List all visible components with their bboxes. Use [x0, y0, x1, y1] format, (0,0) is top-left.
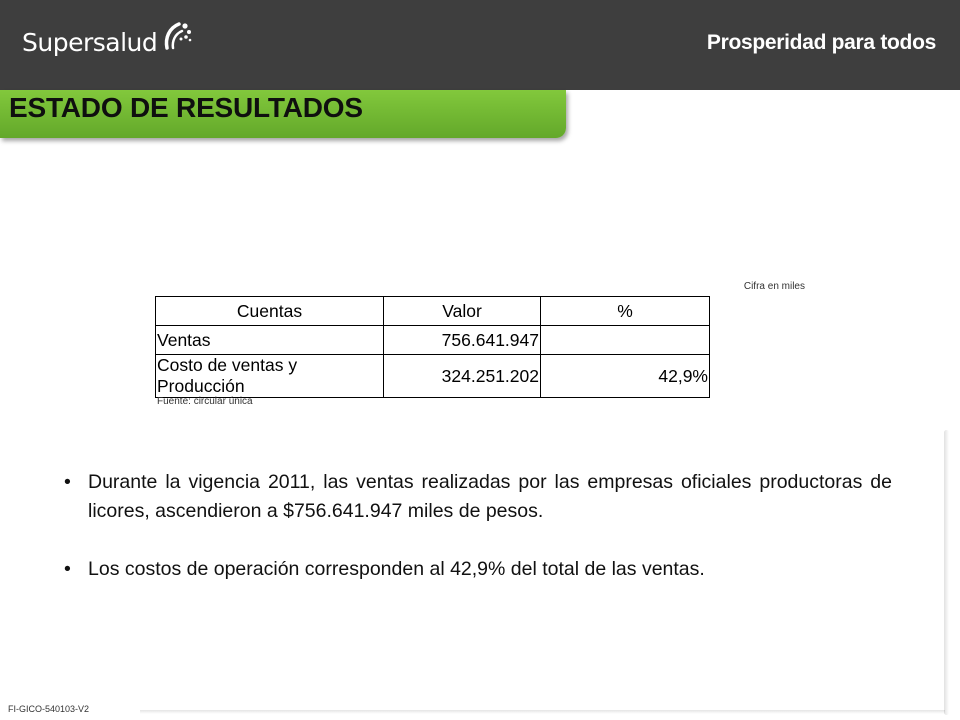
header-bar: Supersalud Prosperidad para todos [0, 0, 960, 90]
table-cell: Costo de ventas y Producción [155, 354, 384, 398]
bullet-dot-icon: • [64, 558, 71, 580]
table-row: Costo de ventas y Producción 324.251.202… [155, 354, 710, 398]
bullet-text: Los costos de operación corresponden al … [88, 558, 705, 580]
page-title: ESTADO DE RESULTADOS [9, 92, 363, 123]
bullet-list: • Durante la vigencia 2011, las ventas r… [62, 468, 892, 584]
list-item: • Los costos de operación corresponden a… [62, 555, 892, 584]
logo-text: Supersalud [22, 28, 158, 57]
supersalud-logo: Supersalud [22, 21, 193, 57]
table-cell: 42,9% [540, 354, 710, 398]
header-percent: % [540, 296, 710, 326]
table-cell [540, 325, 710, 355]
table-cell: Ventas [155, 325, 384, 355]
results-table: Cuentas Valor % Ventas 756.641.947 Costo… [155, 296, 710, 398]
content-shadow-edge [944, 430, 949, 715]
table-unit-note: Cifra en miles [743, 281, 805, 292]
bullet-text: Durante la vigencia 2011, las ventas rea… [88, 471, 892, 522]
title-banner: ESTADO DE RESULTADOS [0, 90, 566, 138]
document-code: FI-GICO-540103-V2 [8, 704, 90, 714]
slogan: Prosperidad para todos [706, 31, 936, 54]
burst-logo-icon [165, 21, 192, 50]
content-shadow-bottom [140, 710, 945, 714]
header-cuentas: Cuentas [155, 296, 384, 326]
table-cell: 324.251.202 [383, 354, 541, 398]
table-row: Ventas 756.641.947 [155, 325, 710, 355]
bullet-dot-icon: • [64, 471, 71, 493]
list-item: • Durante la vigencia 2011, las ventas r… [62, 468, 892, 526]
table-source: Fuente: circular única [157, 396, 253, 407]
table-cell: 756.641.947 [383, 325, 541, 355]
table-header-row: Cuentas Valor % [155, 296, 710, 326]
header-valor: Valor [383, 296, 541, 326]
